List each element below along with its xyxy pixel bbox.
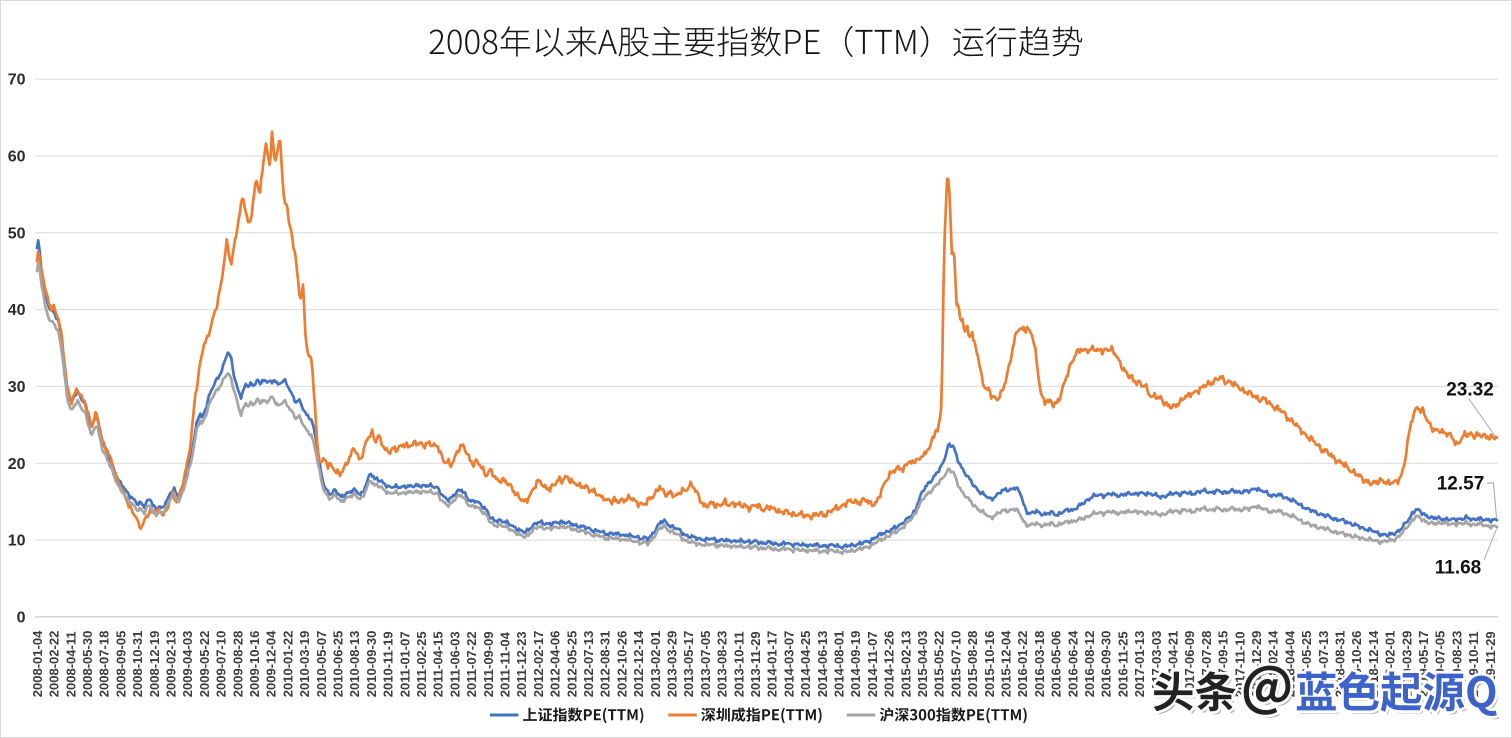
svg-text:60: 60 — [8, 149, 26, 166]
svg-text:2011-06-03: 2011-06-03 — [447, 631, 462, 697]
svg-text:12.57: 12.57 — [1437, 474, 1485, 495]
svg-text:2016-05-06: 2016-05-06 — [1049, 631, 1064, 698]
svg-text:2013-11-29: 2013-11-29 — [748, 631, 763, 697]
svg-text:2010-03-19: 2010-03-19 — [297, 631, 312, 698]
svg-text:2009-05-22: 2009-05-22 — [197, 631, 212, 698]
svg-text:2013-10-11: 2013-10-11 — [731, 631, 746, 697]
svg-text:2015-12-04: 2015-12-04 — [999, 630, 1014, 697]
svg-text:2012-04-06: 2012-04-06 — [548, 631, 563, 698]
svg-text:2008-01-04: 2008-01-04 — [30, 630, 45, 697]
svg-text:10: 10 — [8, 533, 26, 550]
svg-text:2011-01-07: 2011-01-07 — [397, 631, 412, 697]
svg-text:2008-10-31: 2008-10-31 — [130, 631, 145, 698]
svg-text:2013-02-01: 2013-02-01 — [648, 631, 663, 698]
svg-text:2012-02-17: 2012-02-17 — [531, 631, 546, 698]
svg-text:2014-12-26: 2014-12-26 — [882, 631, 897, 698]
svg-text:2010-06-25: 2010-06-25 — [331, 631, 346, 698]
svg-text:2014-01-17: 2014-01-17 — [765, 631, 780, 698]
svg-text:2015-04-03: 2015-04-03 — [915, 631, 930, 698]
svg-text:2014-04-25: 2014-04-25 — [798, 631, 813, 698]
svg-text:2015-07-10: 2015-07-10 — [948, 631, 963, 698]
svg-text:2011-12-23: 2011-12-23 — [514, 631, 529, 697]
svg-text:2010-09-30: 2010-09-30 — [364, 631, 379, 698]
svg-text:2008-05-30: 2008-05-30 — [80, 631, 95, 698]
svg-text:2009-04-03: 2009-04-03 — [180, 631, 195, 698]
svg-text:2012-08-31: 2012-08-31 — [598, 631, 613, 698]
svg-text:70: 70 — [8, 72, 26, 89]
svg-text:2011-04-15: 2011-04-15 — [431, 631, 446, 697]
svg-text:2012-12-14: 2012-12-14 — [631, 630, 646, 697]
svg-text:2010-05-07: 2010-05-07 — [314, 631, 329, 698]
svg-text:2009-10-16: 2009-10-16 — [247, 631, 262, 698]
svg-text:2010-08-13: 2010-08-13 — [347, 631, 362, 698]
svg-text:2016-08-12: 2016-08-12 — [1082, 631, 1097, 698]
svg-text:2010-01-22: 2010-01-22 — [280, 631, 295, 698]
svg-text:2013-07-05: 2013-07-05 — [698, 631, 713, 698]
svg-text:2008-07-18: 2008-07-18 — [97, 631, 112, 698]
svg-text:23.32: 23.32 — [1446, 380, 1494, 401]
svg-text:30: 30 — [8, 379, 26, 396]
svg-text:2008-09-05: 2008-09-05 — [113, 631, 128, 698]
svg-text:2013-08-23: 2013-08-23 — [715, 631, 730, 698]
svg-text:2017-01-13: 2017-01-13 — [1132, 631, 1147, 698]
svg-text:2014-08-01: 2014-08-01 — [832, 631, 847, 698]
svg-text:20: 20 — [8, 456, 26, 473]
svg-text:2010-11-19: 2010-11-19 — [381, 631, 396, 697]
svg-text:2016-06-24: 2016-06-24 — [1065, 630, 1080, 697]
svg-text:2016-11-25: 2016-11-25 — [1115, 631, 1130, 697]
svg-text:2015-08-28: 2015-08-28 — [965, 631, 980, 698]
svg-text:2016-01-22: 2016-01-22 — [1015, 631, 1030, 698]
svg-text:2011-07-22: 2011-07-22 — [464, 631, 479, 697]
svg-text:50: 50 — [8, 225, 26, 242]
svg-text:2013-05-17: 2013-05-17 — [681, 631, 696, 698]
svg-text:2012-10-26: 2012-10-26 — [614, 631, 629, 698]
svg-text:2017-06-09: 2017-06-09 — [1182, 631, 1197, 698]
svg-text:0: 0 — [17, 610, 26, 627]
svg-text:2008-12-19: 2008-12-19 — [147, 631, 162, 698]
svg-text:2011-09-09: 2011-09-09 — [481, 631, 496, 697]
svg-text:2015-10-16: 2015-10-16 — [982, 631, 997, 698]
svg-text:2014-09-19: 2014-09-19 — [848, 631, 863, 698]
svg-text:2008-02-22: 2008-02-22 — [47, 631, 62, 698]
svg-text:2016-09-30: 2016-09-30 — [1099, 631, 1114, 698]
svg-text:2009-02-13: 2009-02-13 — [164, 631, 179, 698]
svg-text:2014-06-13: 2014-06-13 — [815, 631, 830, 698]
svg-text:2011-11-04: 2011-11-04 — [498, 631, 513, 697]
svg-text:2014-03-07: 2014-03-07 — [781, 631, 796, 698]
svg-text:2016-03-18: 2016-03-18 — [1032, 631, 1047, 698]
svg-text:2012-07-13: 2012-07-13 — [581, 631, 596, 698]
svg-text:2009-07-10: 2009-07-10 — [214, 631, 229, 698]
svg-text:2012-05-25: 2012-05-25 — [564, 631, 579, 698]
svg-text:40: 40 — [8, 302, 26, 319]
svg-text:2009-12-04: 2009-12-04 — [264, 630, 279, 697]
svg-text:2011-02-25: 2011-02-25 — [414, 631, 429, 697]
svg-text:2015-05-22: 2015-05-22 — [932, 631, 947, 698]
svg-text:2015-02-13: 2015-02-13 — [898, 631, 913, 698]
svg-text:2009-08-28: 2009-08-28 — [230, 631, 245, 698]
svg-text:2013-03-29: 2013-03-29 — [665, 631, 680, 698]
svg-text:11.68: 11.68 — [1435, 558, 1482, 579]
svg-text:2008-04-11: 2008-04-11 — [63, 631, 78, 697]
svg-text:2014-11-07: 2014-11-07 — [865, 631, 880, 697]
